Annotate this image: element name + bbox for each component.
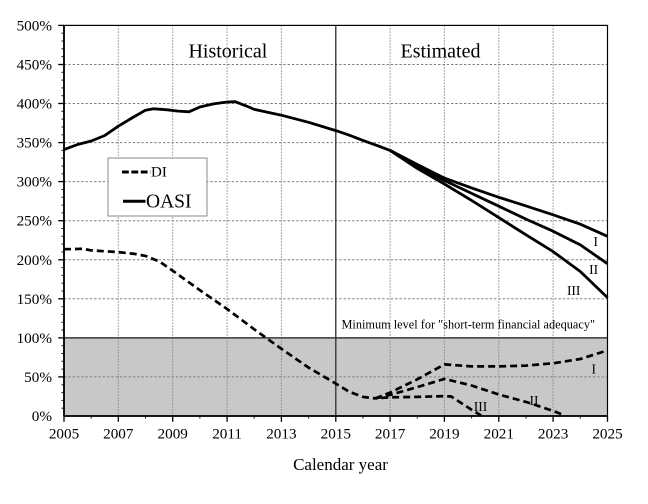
svg-text:100%: 100%	[17, 330, 53, 347]
svg-text:150%: 150%	[17, 291, 53, 308]
svg-text:350%: 350%	[17, 135, 53, 152]
svg-text:2011: 2011	[212, 426, 242, 443]
svg-text:0%: 0%	[32, 408, 53, 425]
svg-text:2007: 2007	[103, 426, 134, 443]
svg-text:III: III	[567, 283, 581, 298]
svg-text:Calendar year: Calendar year	[293, 455, 388, 474]
svg-text:III: III	[474, 399, 488, 414]
svg-text:50%: 50%	[24, 369, 52, 386]
svg-text:450%: 450%	[17, 57, 53, 74]
svg-text:2021: 2021	[484, 426, 514, 443]
svg-text:II: II	[530, 393, 539, 408]
svg-text:2015: 2015	[321, 426, 351, 443]
svg-text:200%: 200%	[17, 252, 53, 269]
svg-text:2005: 2005	[49, 426, 79, 443]
svg-text:2025: 2025	[592, 426, 622, 443]
svg-text:400%: 400%	[17, 96, 53, 113]
svg-text:OASI: OASI	[146, 192, 192, 213]
svg-text:2009: 2009	[158, 426, 188, 443]
svg-text:I: I	[593, 234, 598, 249]
svg-text:DI: DI	[151, 165, 167, 181]
svg-text:2019: 2019	[429, 426, 459, 443]
svg-text:300%: 300%	[17, 174, 53, 191]
svg-text:I: I	[592, 361, 597, 376]
svg-text:500%: 500%	[17, 17, 53, 34]
svg-text:2017: 2017	[375, 426, 406, 443]
svg-text:Estimated: Estimated	[401, 40, 481, 62]
svg-text:250%: 250%	[17, 213, 53, 230]
svg-text:Historical: Historical	[188, 40, 267, 62]
svg-text:II: II	[589, 262, 598, 277]
svg-text:Minimum level for "short-term: Minimum level for "short-term financial …	[341, 318, 595, 332]
svg-text:2023: 2023	[538, 426, 568, 443]
svg-text:2013: 2013	[266, 426, 296, 443]
